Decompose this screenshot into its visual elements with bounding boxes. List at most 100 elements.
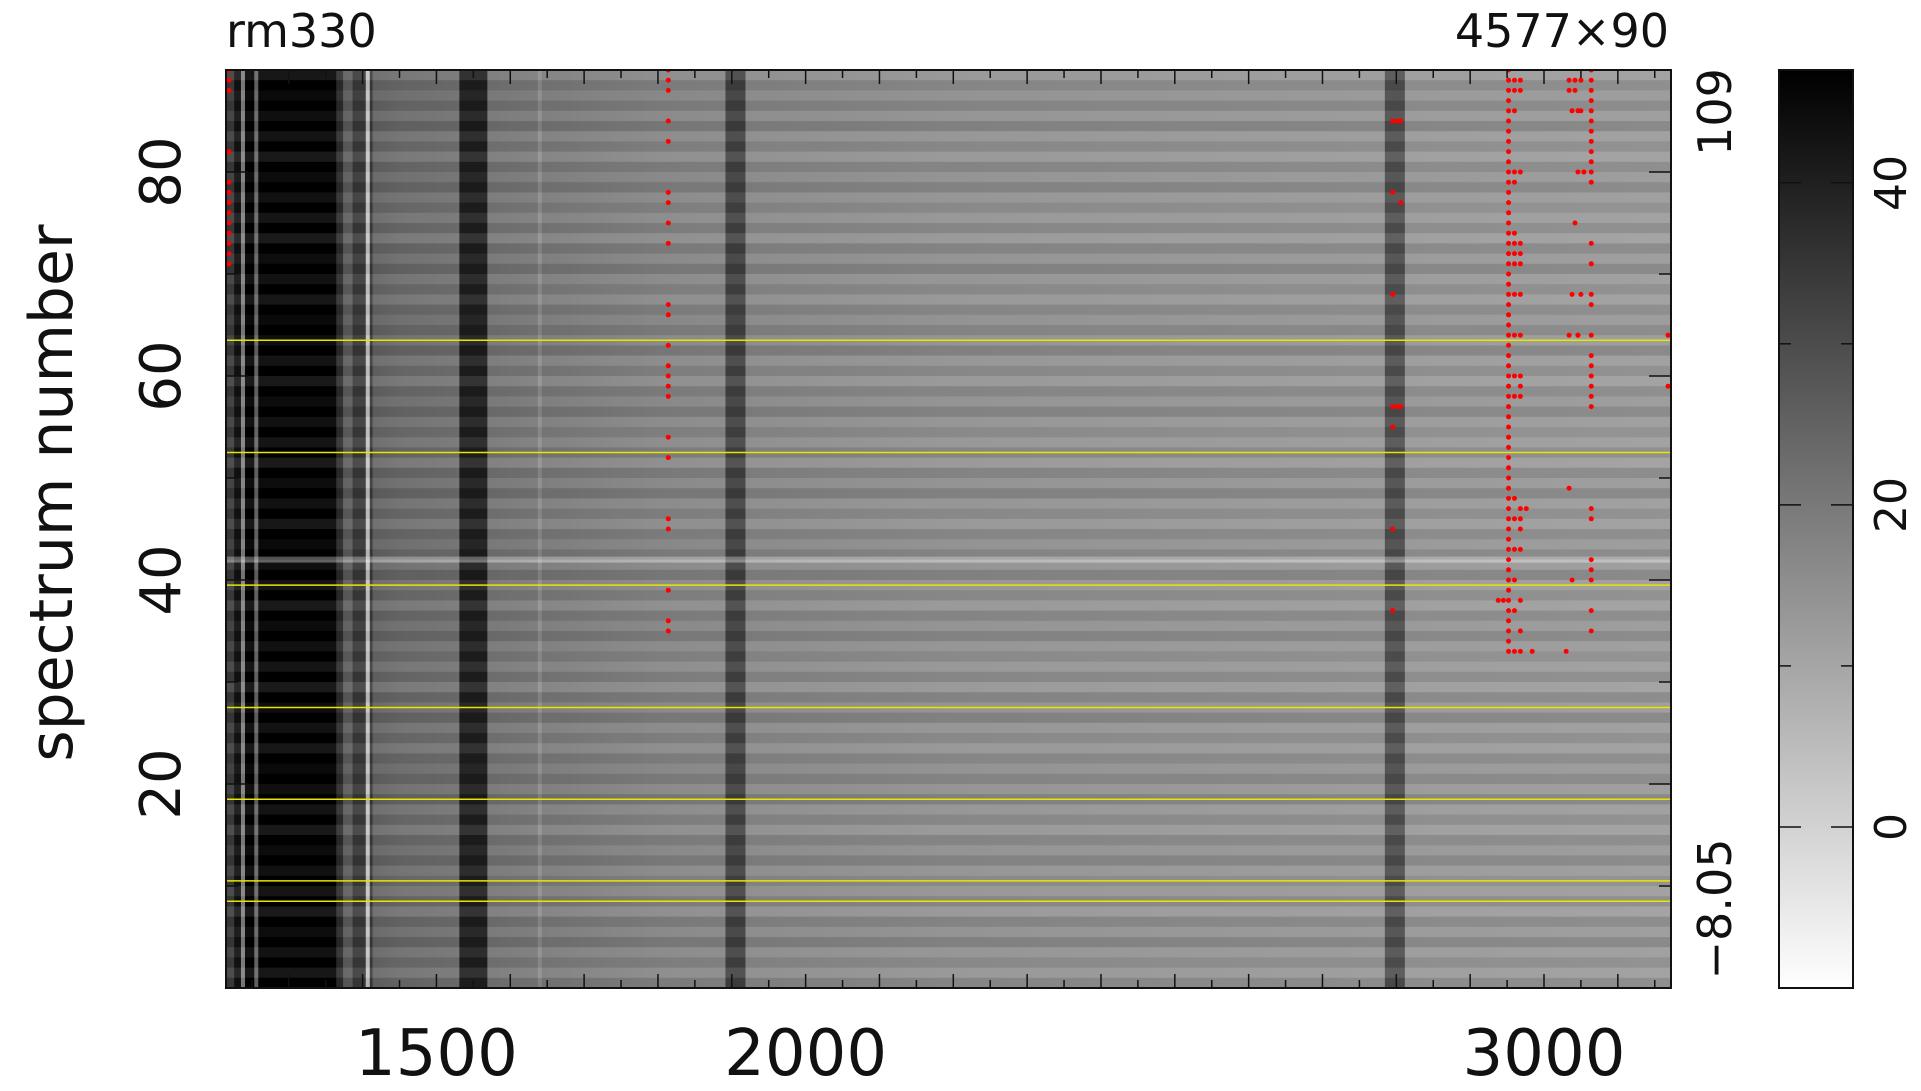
row-stripe: [226, 947, 1671, 958]
colorbar: [1778, 69, 1854, 989]
masked-point: [1665, 332, 1671, 338]
masked-point: [226, 179, 232, 185]
masked-point: [1506, 138, 1512, 144]
row-stripe: [226, 957, 1671, 968]
masked-point: [1506, 240, 1512, 246]
row-stripe: [226, 223, 1671, 234]
row-stripe: [226, 498, 1671, 509]
masked-point: [1506, 608, 1512, 614]
masked-point: [665, 240, 671, 246]
masked-point: [1394, 118, 1400, 124]
masked-point: [1517, 261, 1523, 267]
masked-point: [1588, 353, 1594, 359]
row-stripe: [226, 263, 1671, 274]
masked-point: [1390, 608, 1396, 614]
row-stripe: [226, 835, 1671, 846]
row-stripe: [226, 600, 1671, 611]
masked-point: [1506, 118, 1512, 124]
row-stripe: [226, 671, 1671, 682]
masked-points: [226, 70, 1671, 654]
masked-point: [1517, 251, 1523, 257]
masked-point: [665, 138, 671, 144]
x-tick-label-3000: 3000: [1462, 1017, 1626, 1091]
masked-point: [1588, 159, 1594, 165]
masked-point: [1506, 230, 1512, 236]
row-stripe: [226, 488, 1671, 499]
x-tick-label-1500: 1500: [354, 1017, 518, 1091]
row-stripe: [226, 365, 1671, 376]
masked-point: [665, 77, 671, 83]
row-stripe: [226, 845, 1671, 856]
row-stripe: [226, 274, 1671, 285]
masked-point: [1511, 261, 1517, 267]
masked-point: [1506, 159, 1512, 165]
masked-point: [1575, 108, 1581, 114]
row-stripe: [226, 427, 1671, 438]
masked-point: [1578, 77, 1584, 83]
row-stripe: [226, 569, 1671, 580]
masked-point: [1511, 495, 1517, 501]
row-stripe: [226, 121, 1671, 132]
masked-point: [1506, 169, 1512, 175]
row-stripe: [226, 753, 1671, 764]
masked-point: [1506, 108, 1512, 114]
masked-point: [1588, 383, 1594, 389]
masked-point: [1517, 332, 1523, 338]
axis-ticks: [226, 69, 1671, 988]
masked-point: [1569, 577, 1575, 583]
masked-point: [1511, 373, 1517, 379]
masked-point: [665, 383, 671, 389]
row-stripe: [226, 386, 1671, 397]
x-tick-label-2000: 2000: [724, 1017, 888, 1091]
y-tick-label-20: 20: [129, 748, 194, 820]
row-stripe: [226, 641, 1671, 652]
masked-point: [665, 302, 671, 308]
masked-point: [1588, 138, 1594, 144]
masked-point: [1511, 108, 1517, 114]
masked-point: [1511, 332, 1517, 338]
masked-point: [1517, 648, 1523, 654]
masked-point: [1511, 251, 1517, 257]
row-stripe: [226, 712, 1671, 723]
row-stripe: [226, 722, 1671, 733]
row-stripe: [226, 610, 1671, 621]
row-stripe: [226, 325, 1671, 336]
masked-point: [1517, 87, 1523, 93]
bright-row-0: [226, 556, 1671, 563]
masked-point: [1588, 291, 1594, 297]
masked-point: [1506, 179, 1512, 185]
masked-point: [1588, 128, 1594, 134]
row-stripe: [226, 406, 1671, 417]
masked-point: [1506, 251, 1512, 257]
masked-point: [1511, 291, 1517, 297]
masked-point: [1588, 557, 1594, 563]
masked-point: [1572, 87, 1578, 93]
row-stripe: [226, 906, 1671, 917]
masked-point: [1511, 179, 1517, 185]
masked-point: [1511, 608, 1517, 614]
masked-point: [1588, 118, 1594, 124]
row-stripe: [226, 773, 1671, 784]
masked-point: [1517, 383, 1523, 389]
masked-point: [1394, 404, 1400, 410]
row-stripe: [226, 855, 1671, 866]
masked-point: [1511, 87, 1517, 93]
masked-point: [1588, 77, 1594, 83]
masked-point: [1588, 108, 1594, 114]
masked-point: [1506, 189, 1512, 195]
masked-point: [665, 526, 671, 532]
emission-feature-2: [365, 70, 370, 988]
masked-point: [1575, 169, 1581, 175]
emission-feature-1: [254, 70, 259, 988]
masked-point: [1588, 567, 1594, 573]
colorbar-max-label: 109: [1688, 68, 1742, 156]
masked-point: [1506, 281, 1512, 287]
masked-point: [1588, 98, 1594, 104]
masked-point: [1506, 424, 1512, 430]
masked-point: [1506, 210, 1512, 216]
masked-point: [1588, 506, 1594, 512]
masked-point: [1563, 648, 1569, 654]
masked-point: [1588, 363, 1594, 369]
row-stripe: [226, 743, 1671, 754]
